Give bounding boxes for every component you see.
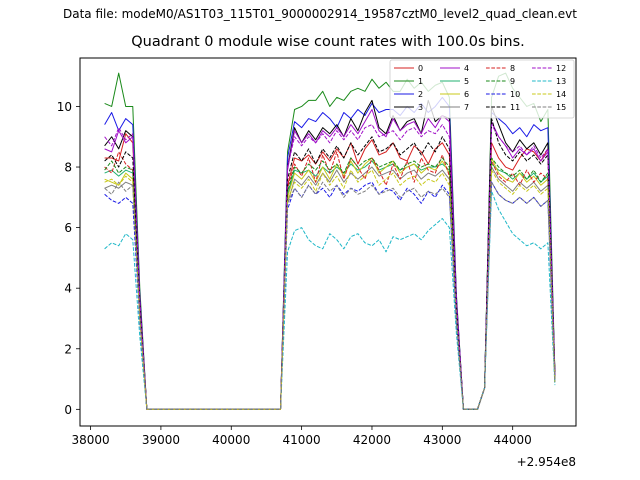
figure-suptitle: Data file: modeM0/AS1T03_115T01_90000029… xyxy=(63,7,577,21)
y-tick-label: 0 xyxy=(64,403,72,417)
legend-label-4: 4 xyxy=(464,64,469,73)
legend-label-3: 3 xyxy=(418,103,423,112)
legend-label-11: 11 xyxy=(510,103,520,112)
x-axis-offset-text: +2.954e8 xyxy=(517,455,576,469)
x-tick-label: 40000 xyxy=(212,433,250,447)
legend-label-14: 14 xyxy=(556,90,566,99)
chart-title: Quadrant 0 module wise count rates with … xyxy=(131,34,525,50)
y-axis-ticks: 0 2 4 6 8 10 xyxy=(57,100,80,417)
legend-label-9: 9 xyxy=(510,77,515,86)
y-tick-label: 4 xyxy=(64,282,72,296)
legend-label-1: 1 xyxy=(418,77,423,86)
y-tick-label: 6 xyxy=(64,221,72,235)
series-line-15 xyxy=(104,181,556,410)
legend-box xyxy=(389,59,575,119)
legend-label-8: 8 xyxy=(510,64,515,73)
x-tick-label: 39000 xyxy=(142,433,180,447)
plot-frame xyxy=(79,57,577,427)
y-tick-label: 2 xyxy=(64,342,72,356)
series-line-13 xyxy=(104,190,556,410)
legend-label-12: 12 xyxy=(556,64,566,73)
legend-label-15: 15 xyxy=(556,103,566,112)
x-axis-ticks: 38000 39000 40000 41000 42000 43000 44000 xyxy=(71,426,532,447)
legend-label-5: 5 xyxy=(464,77,469,86)
x-tick-label: 38000 xyxy=(71,433,109,447)
legend-label-7: 7 xyxy=(464,103,469,112)
legend-label-6: 6 xyxy=(464,90,469,99)
x-tick-label: 43000 xyxy=(423,433,461,447)
legend-label-0: 0 xyxy=(418,64,423,73)
legend-label-2: 2 xyxy=(418,90,423,99)
y-tick-label: 8 xyxy=(64,161,72,175)
x-tick-label: 42000 xyxy=(353,433,391,447)
series-line-12 xyxy=(104,124,556,410)
series-line-14 xyxy=(104,169,556,410)
legend-label-10: 10 xyxy=(510,90,520,99)
series-line-1 xyxy=(104,72,556,410)
legend-label-13: 13 xyxy=(556,77,566,86)
series-layer xyxy=(104,72,556,410)
x-tick-label: 41000 xyxy=(283,433,321,447)
y-tick-label: 10 xyxy=(57,100,72,114)
x-tick-label: 44000 xyxy=(494,433,532,447)
